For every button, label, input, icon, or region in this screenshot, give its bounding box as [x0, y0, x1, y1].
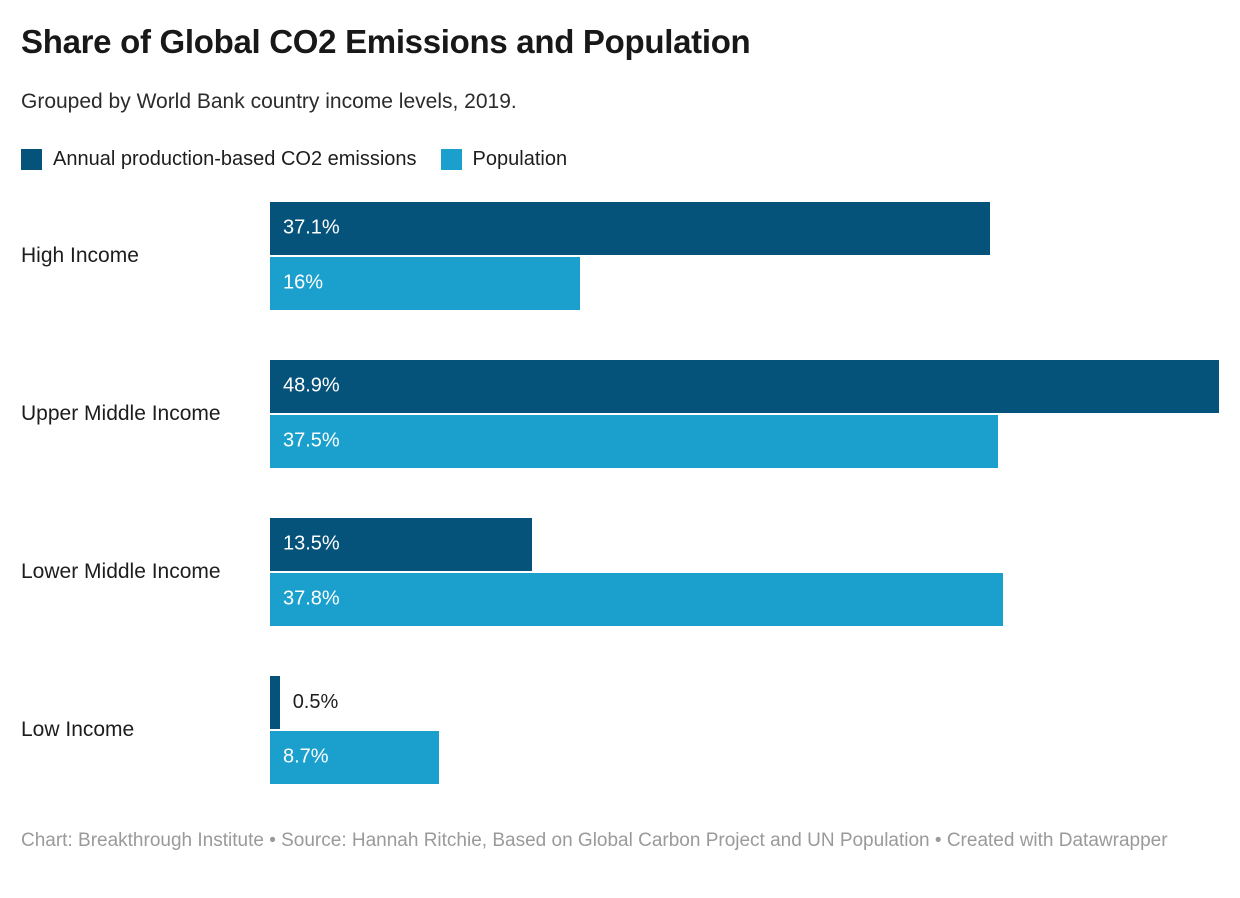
legend: Annual production-based CO2 emissions Po… [21, 148, 1219, 171]
legend-label-co2: Annual production-based CO2 emissions [53, 147, 417, 170]
bar-co2-low-income[interactable] [270, 675, 280, 729]
bar-track-population: 37.8% [270, 572, 1240, 626]
bar-track-population: 8.7% [270, 730, 1240, 784]
chart-title: Share of Global CO2 Emissions and Popula… [21, 23, 751, 60]
bar-co2-lower-middle-income[interactable]: 13.5% [270, 517, 532, 571]
bar-population-high-income[interactable]: 16% [270, 256, 581, 310]
bar-group-upper-middle-income: Upper Middle Income 48.9% 37.5% [0, 359, 1240, 468]
bar-track-population: 37.5% [270, 414, 1240, 468]
bar-value-label: 37.8% [283, 587, 340, 610]
bar-value-label-outside: 0.5% [292, 690, 339, 713]
bar-track-co2: 0.5% [270, 675, 1240, 729]
bar-tracks: 37.1% 16% [270, 201, 1240, 310]
bar-population-lower-middle-income[interactable]: 37.8% [270, 572, 1004, 626]
bar-value-label: 48.9% [283, 374, 340, 397]
bar-track-population: 16% [270, 256, 1240, 310]
bar-tracks: 13.5% 37.8% [270, 517, 1240, 626]
bar-population-upper-middle-income[interactable]: 37.5% [270, 414, 998, 468]
chart-subtitle: Grouped by World Bank country income lev… [21, 90, 517, 114]
bar-track-co2: 13.5% [270, 517, 1240, 571]
chart-attribution: Chart: Breakthrough Institute • Source: … [21, 829, 1168, 851]
category-label-high-income: High Income [21, 243, 139, 267]
bar-group-low-income: Low Income 0.5% 8.7% [0, 675, 1240, 784]
legend-item-population: Population [440, 147, 568, 171]
bar-value-label: 8.7% [283, 745, 329, 768]
bar-value-label: 13.5% [283, 532, 340, 555]
bar-value-label: 16% [283, 271, 324, 294]
legend-label-population: Population [472, 147, 568, 170]
category-label-upper-middle-income: Upper Middle Income [21, 401, 221, 425]
bar-value-label: 37.5% [283, 429, 340, 452]
category-label-low-income: Low Income [21, 717, 135, 741]
bar-value-label: 37.1% [283, 216, 340, 239]
category-label-lower-middle-income: Lower Middle Income [21, 559, 221, 583]
bar-group-high-income: High Income 37.1% 16% [0, 201, 1240, 310]
legend-swatch-co2-icon [21, 148, 42, 170]
bar-track-co2: 37.1% [270, 201, 1240, 255]
bar-track-co2: 48.9% [270, 359, 1240, 413]
bar-tracks: 48.9% 37.5% [270, 359, 1240, 468]
legend-item-co2-emissions: Annual production-based CO2 emissions [21, 148, 417, 171]
bar-tracks: 0.5% 8.7% [270, 675, 1240, 784]
bar-co2-upper-middle-income[interactable]: 48.9% [270, 359, 1219, 413]
bar-co2-high-income[interactable]: 37.1% [270, 201, 990, 255]
bar-chart: High Income 37.1% 16% Upper Middle Incom… [0, 201, 1240, 784]
bar-population-low-income[interactable]: 8.7% [270, 730, 439, 784]
legend-swatch-population-icon [440, 148, 462, 170]
bar-group-lower-middle-income: Lower Middle Income 13.5% 37.8% [0, 517, 1240, 626]
